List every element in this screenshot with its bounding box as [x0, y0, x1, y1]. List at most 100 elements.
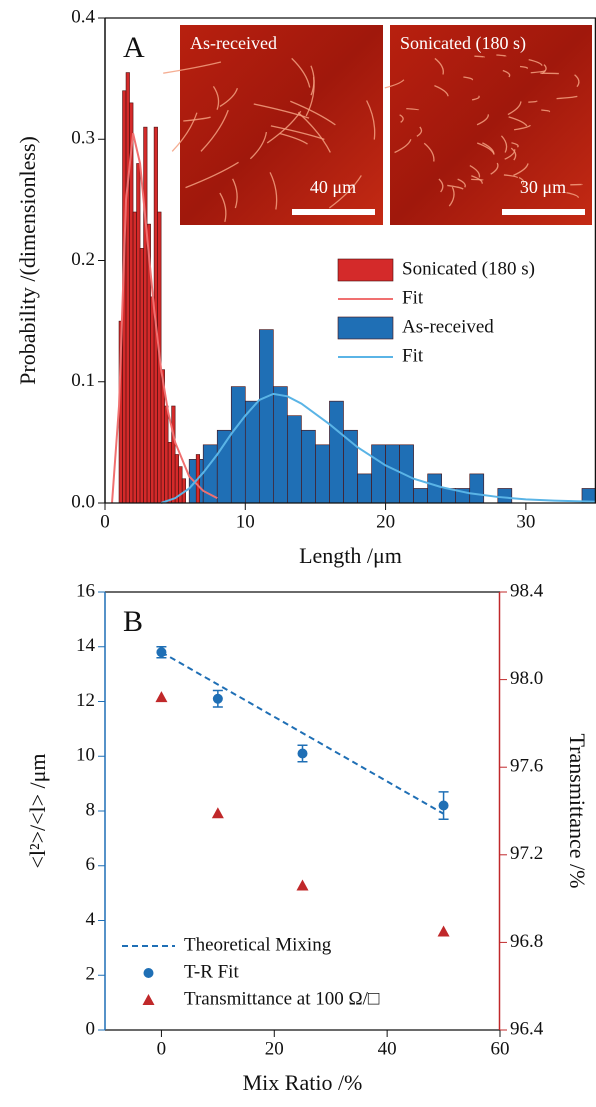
fiber — [447, 184, 464, 190]
x-tick-label: 20 — [376, 511, 395, 532]
fiber — [328, 175, 362, 209]
y-tick-label: 0.2 — [71, 249, 95, 270]
fiber — [253, 103, 310, 119]
fiber — [438, 178, 444, 193]
x-tick-label: 0 — [100, 511, 110, 532]
y2-axis-title: Transmittance /% — [565, 734, 590, 889]
fiber — [183, 116, 211, 122]
histogram-bar — [427, 473, 442, 504]
x-axis-title: Mix Ratio /% — [243, 1070, 363, 1095]
histogram-bar — [171, 405, 176, 504]
fit-line — [160, 392, 596, 504]
histogram-bar — [385, 444, 400, 504]
fiber — [384, 79, 405, 89]
y-tick-label: 12 — [76, 690, 95, 711]
y2-tick-label: 97.6 — [510, 756, 543, 777]
fiber — [504, 149, 516, 160]
fiber — [508, 116, 528, 127]
y-tick-label: 0.0 — [71, 491, 95, 512]
fiber — [212, 85, 220, 110]
fiber — [528, 58, 543, 66]
legend-label: Theoretical Mixing — [184, 934, 332, 955]
x-tick-label: 0 — [157, 1038, 167, 1059]
fiber — [219, 87, 239, 107]
panel-label: A — [123, 31, 145, 64]
fiber — [513, 163, 529, 176]
fiber — [171, 112, 198, 152]
legend-label: Fit — [402, 287, 424, 308]
inset-label: Sonicated (180 s) — [400, 33, 526, 54]
fiber — [399, 114, 404, 123]
y-tick-label: 8 — [86, 799, 96, 820]
fiber — [219, 192, 227, 223]
fiber — [474, 55, 485, 58]
y2-tick-label: 97.2 — [510, 843, 543, 864]
fiber — [514, 124, 531, 131]
fiber — [266, 110, 302, 144]
fiber — [163, 61, 222, 74]
fiber — [423, 142, 435, 162]
fiber — [200, 109, 229, 152]
y-tick-label: 10 — [76, 745, 95, 766]
fiber — [510, 147, 517, 161]
fit-line — [160, 651, 445, 815]
fiber — [463, 76, 474, 81]
y-tick-label: 14 — [76, 635, 96, 656]
histogram-bar — [287, 415, 302, 504]
fiber — [518, 176, 525, 186]
histogram-bar — [357, 473, 372, 504]
fiber — [270, 125, 325, 140]
fiber — [406, 108, 420, 111]
fiber — [511, 142, 519, 148]
legend-label: Fit — [402, 345, 424, 366]
fiber — [269, 172, 278, 210]
y-axis-title: Probability /(dimensionless) — [15, 136, 40, 385]
fiber — [566, 191, 580, 198]
legend-label: As-received — [402, 316, 494, 337]
y-axis-title: <l²>/<l> /μm — [25, 753, 50, 868]
fiber — [469, 164, 481, 178]
histogram-bar — [178, 466, 183, 504]
inset-image — [390, 25, 592, 225]
histogram-bar — [273, 386, 288, 504]
legend-label: T-R Fit — [184, 961, 239, 982]
fiber — [305, 77, 315, 117]
x-tick-label: 40 — [378, 1038, 397, 1059]
histogram-bar — [497, 488, 513, 504]
fiber — [507, 101, 522, 116]
point — [297, 748, 308, 759]
legend-swatch — [142, 994, 155, 1005]
fiber — [528, 100, 538, 103]
inset-label: As-received — [190, 33, 277, 53]
fiber — [471, 95, 480, 101]
fiber — [416, 126, 423, 137]
point — [438, 800, 449, 811]
histogram-bar — [132, 211, 137, 504]
fiber — [394, 139, 412, 154]
fiber — [290, 100, 336, 126]
fiber — [185, 161, 239, 189]
x-tick-label: 20 — [265, 1038, 284, 1059]
histogram-bar — [230, 386, 246, 504]
fiber — [502, 69, 511, 78]
histogram-bar — [315, 444, 330, 504]
point — [212, 693, 223, 704]
x-tick-label: 60 — [491, 1038, 510, 1059]
y-tick-label: 6 — [86, 854, 96, 875]
legend-label: Transmittance at 100 Ω/□ — [184, 988, 380, 1009]
legend-label: Sonicated (180 s) — [402, 258, 535, 279]
y-tick-label: 0.4 — [71, 6, 95, 27]
x-axis-title: Length /μm — [299, 543, 402, 568]
fiber — [434, 85, 449, 97]
histogram-bar — [371, 444, 386, 504]
fiber — [366, 100, 376, 140]
histogram-bar — [164, 405, 169, 504]
scale-bar-label: 30 μm — [520, 177, 566, 197]
fiber — [291, 57, 311, 88]
histogram-bar — [244, 400, 260, 504]
scale-bar-label: 40 μm — [310, 177, 356, 197]
y2-tick-label: 96.8 — [510, 931, 543, 952]
point — [155, 691, 168, 703]
